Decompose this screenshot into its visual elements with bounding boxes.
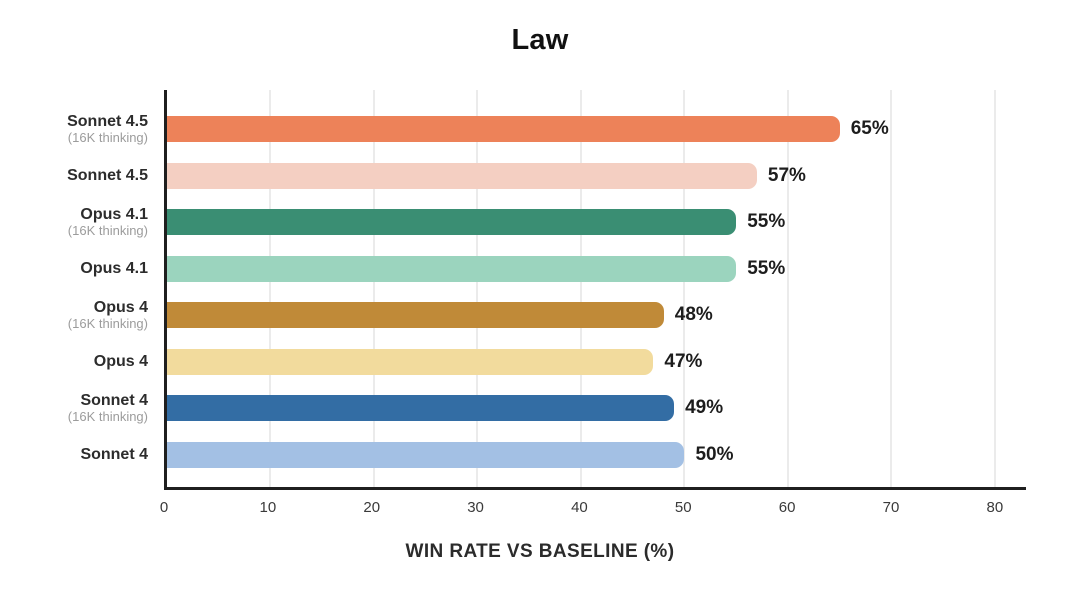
value-label: 55% [747, 257, 786, 279]
value-label: 65% [850, 118, 889, 140]
bar [167, 348, 654, 375]
x-tick-label: 30 [467, 499, 484, 516]
value-label: 50% [695, 443, 734, 465]
x-axis-label: WIN RATE VS BASELINE (%) [405, 541, 675, 562]
bar-row: 48% [167, 292, 1026, 339]
chart-title: Law [511, 24, 569, 56]
x-tick-label: 60 [778, 499, 796, 516]
bar-rows: 65% 57% 55% 55% 48% 47% 49% 50% [167, 106, 1026, 478]
category-labels: Sonnet 4.5 (16K thinking) Sonnet 4.5 Opus 4… [0, 106, 148, 490]
x-tick-label: 20 [363, 499, 381, 516]
bar [167, 116, 840, 143]
bar-row: 55% [167, 246, 1026, 293]
gridline [993, 90, 996, 487]
category-label-row: Sonnet 4 [0, 432, 148, 479]
category-label-row: Opus 4 [0, 339, 148, 386]
gridline [579, 90, 582, 487]
category-label-row: Sonnet 4 (16K thinking) [0, 385, 148, 432]
bar [167, 302, 664, 329]
category-label-row: Opus 4.1 (16K thinking) [0, 199, 148, 246]
category-label: Sonnet 4 [80, 445, 148, 463]
x-tick-label: 10 [259, 499, 277, 516]
category-label: Opus 4.1 [80, 259, 148, 277]
gridline [372, 90, 375, 487]
bar-row: 49% [167, 385, 1026, 432]
value-label: 47% [664, 350, 703, 372]
category-label-row: Sonnet 4.5 (16K thinking) [0, 106, 148, 153]
x-tick-label: 80 [986, 499, 1004, 516]
category-label-row: Opus 4.1 [0, 246, 148, 293]
value-label: 55% [747, 211, 786, 233]
category-sublabel: (16K thinking) [67, 129, 148, 145]
category-label: Sonnet 4.5 [67, 112, 148, 130]
category-label: Opus 4.1 [80, 205, 148, 223]
category-sublabel: (16K thinking) [67, 315, 148, 331]
bar-row: 65% [167, 106, 1026, 153]
x-tick-label: 70 [882, 499, 900, 516]
plot-area: 65% 57% 55% 55% 48% 47% 49% 50% [164, 90, 1026, 490]
value-label: 49% [685, 397, 724, 419]
value-label: 48% [674, 304, 713, 326]
value-label: 57% [767, 164, 806, 186]
bar [167, 441, 685, 468]
category-sublabel: (16K thinking) [67, 408, 148, 424]
category-label: Sonnet 4.5 [67, 166, 148, 184]
x-tick-label: 40 [571, 499, 588, 516]
x-tick-label: 0 [159, 499, 169, 516]
gridline [890, 90, 893, 487]
bar [167, 162, 757, 189]
bar-row: 50% [167, 432, 1026, 479]
category-label: Opus 4 [93, 298, 148, 316]
category-label-row: Opus 4 (16K thinking) [0, 292, 148, 339]
bar [167, 209, 737, 236]
x-tick-label: 50 [674, 499, 692, 516]
gridline [269, 90, 272, 487]
bar [167, 255, 737, 282]
x-axis-ticks: 0 10 20 30 40 50 60 70 80 [160, 499, 1026, 521]
category-label-row: Sonnet 4.5 [0, 153, 148, 200]
bar-row: 47% [167, 339, 1026, 386]
category-sublabel: (16K thinking) [67, 222, 148, 238]
category-label: Sonnet 4 [80, 391, 148, 409]
gridline [786, 90, 789, 487]
gridline [476, 90, 479, 487]
bar [167, 395, 675, 422]
gridline [683, 90, 686, 487]
bar-row: 57% [167, 153, 1026, 200]
bar-row: 55% [167, 199, 1026, 246]
category-label: Opus 4 [93, 352, 148, 370]
